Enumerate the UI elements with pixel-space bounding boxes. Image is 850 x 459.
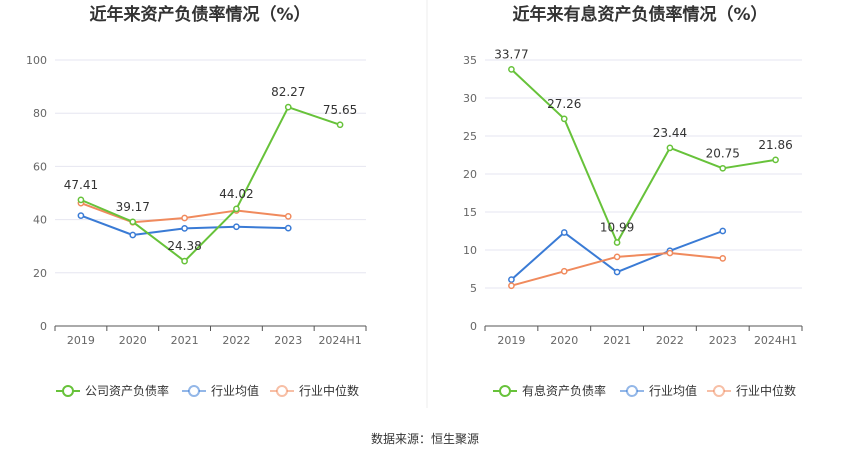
y-tick-label: 0 — [470, 320, 477, 333]
data-point — [613, 239, 621, 246]
data-point — [77, 212, 85, 219]
data-point — [233, 223, 240, 231]
data-point — [181, 225, 188, 232]
y-tick-label: 5 — [470, 282, 477, 295]
x-tick-label: 2024H1 — [318, 334, 361, 347]
data-point — [719, 164, 727, 172]
data-label: 47.41 — [64, 178, 98, 192]
y-tick-label: 15 — [463, 206, 477, 219]
chart-title: 近年来有息资产负债率情况（%） — [512, 4, 767, 25]
chart-panel-1: 近年来资产负债率情况（%） 0 20 40 60 80 100 2019 2020 2021 202… — [26, 4, 367, 398]
legend-label: 行业均值 — [211, 383, 259, 398]
legend-swatch-marker — [626, 385, 638, 397]
x-tick-label: 2019 — [497, 334, 525, 347]
x-tick-label: 2020 — [550, 334, 578, 347]
data-point — [181, 214, 188, 222]
legend-swatch-marker — [499, 385, 511, 397]
y-tick-label: 25 — [463, 130, 477, 143]
data-label: 44.02 — [219, 187, 253, 201]
data-point — [181, 257, 188, 265]
data-label: 23.44 — [653, 126, 687, 140]
legend-swatch-marker — [188, 385, 200, 397]
data-label: 39.17 — [116, 200, 150, 214]
data-point — [666, 249, 674, 257]
data-point — [129, 218, 137, 226]
legend-swatch-marker — [62, 385, 74, 397]
data-label: 21.86 — [758, 138, 792, 152]
legend-label: 公司资产负债率 — [85, 383, 169, 398]
x-tick-label: 2020 — [119, 334, 147, 347]
data-point — [336, 121, 344, 129]
y-tick-label: 0 — [40, 320, 47, 333]
x-tick-label: 2024H1 — [754, 334, 797, 347]
legend-label: 行业中位数 — [299, 383, 359, 398]
data-point — [284, 103, 292, 111]
source-note: 数据来源：恒生聚源 — [371, 431, 479, 446]
data-label: 27.26 — [547, 97, 581, 111]
data-point — [560, 115, 568, 123]
x-tick-label: 2021 — [603, 334, 631, 347]
y-tick-label: 30 — [463, 92, 477, 105]
y-tick-label: 40 — [33, 214, 47, 227]
data-label: 10.99 — [600, 220, 634, 234]
legend-label: 行业中位数 — [736, 383, 796, 398]
data-point — [719, 227, 727, 235]
chart-title: 近年来资产负债率情况（%） — [89, 4, 310, 25]
legend-swatch-marker — [713, 385, 725, 397]
series-line — [510, 68, 776, 244]
data-point — [560, 267, 568, 275]
data-point — [233, 205, 240, 213]
data-point — [613, 253, 621, 261]
y-tick-label: 80 — [33, 107, 47, 120]
data-point — [284, 224, 292, 232]
data-label: 82.27 — [271, 85, 305, 99]
x-tick-label: 2022 — [656, 334, 684, 347]
data-label: 24.38 — [167, 239, 201, 253]
x-tick-label: 2023 — [274, 334, 302, 347]
data-point — [508, 276, 515, 283]
data-point — [666, 144, 674, 152]
data-point — [613, 268, 621, 276]
data-point — [560, 229, 568, 236]
data-label: 33.77 — [494, 47, 528, 61]
y-tick-label: 10 — [463, 244, 477, 257]
x-tick-label: 2023 — [709, 334, 737, 347]
x-tick-label: 2022 — [222, 334, 250, 347]
y-tick-label: 100 — [26, 54, 47, 67]
data-label: 75.65 — [323, 103, 357, 117]
legend-label: 行业均值 — [649, 383, 697, 398]
y-tick-label: 35 — [463, 54, 477, 67]
x-tick-label: 2019 — [67, 334, 95, 347]
data-point — [772, 156, 779, 164]
data-label: 20.75 — [706, 146, 740, 160]
data-point — [508, 65, 515, 73]
y-tick-label: 20 — [33, 267, 47, 280]
data-point — [719, 255, 727, 262]
x-tick-label: 2021 — [171, 334, 199, 347]
series-line — [80, 106, 341, 263]
legend-swatch-marker — [276, 385, 288, 397]
legend-label: 有息资产负债率 — [522, 383, 606, 398]
data-point — [284, 213, 292, 220]
y-tick-label: 20 — [463, 168, 477, 181]
data-point — [77, 196, 85, 204]
data-point — [508, 282, 515, 290]
y-tick-label: 60 — [33, 160, 47, 173]
data-point — [129, 231, 137, 239]
chart-panel-2: 近年来有息资产负债率情况（%） 0 5 10 15 20 25 30 35 2019 2020 202… — [463, 4, 803, 398]
